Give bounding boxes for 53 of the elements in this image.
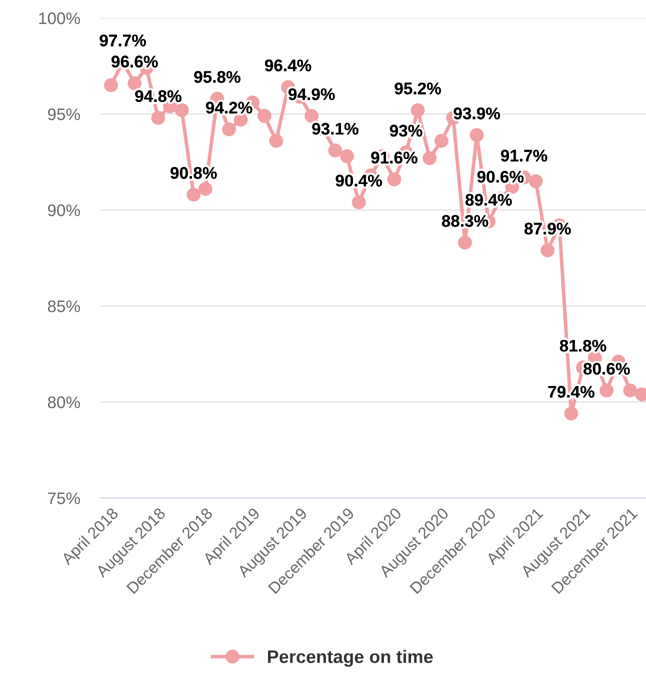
data-label: 96.4% — [264, 60, 312, 72]
point — [198, 182, 212, 196]
data-label: 97.7% — [100, 34, 146, 46]
data-label: 79.4% — [548, 386, 594, 398]
point — [222, 122, 236, 136]
point — [422, 151, 437, 166]
point — [104, 78, 118, 92]
data-label: 90.6% — [477, 170, 524, 183]
data-label: 93% — [390, 124, 422, 137]
point — [174, 103, 189, 118]
point — [623, 384, 638, 398]
point — [387, 172, 402, 186]
data-label: 94.9% — [288, 88, 335, 100]
point — [434, 134, 448, 148]
data-label: 87.9% — [524, 222, 571, 235]
data-label: 81.8% — [560, 340, 606, 352]
point — [186, 188, 201, 202]
data-label: 90.4% — [336, 174, 382, 187]
legend-label: Percentage on time — [268, 650, 433, 667]
point — [257, 108, 272, 123]
data-label: 94.2% — [206, 102, 252, 114]
point — [151, 110, 166, 125]
data-label: 89.4% — [466, 194, 512, 206]
point — [470, 128, 484, 142]
y-tick-label: 100% — [39, 12, 80, 24]
point — [269, 134, 284, 148]
data-label: 94.8% — [135, 90, 182, 102]
data-label: 93.9% — [454, 108, 500, 120]
data-label: 96.6% — [112, 56, 158, 68]
y-tick-label: 85% — [48, 300, 80, 312]
data-label: 95.2% — [394, 82, 441, 94]
data-label: 95.8% — [194, 71, 240, 83]
point — [352, 195, 366, 210]
point — [328, 144, 342, 158]
point — [410, 103, 425, 118]
point — [128, 76, 142, 90]
point — [540, 243, 555, 258]
y-tick-label: 90% — [48, 204, 80, 216]
point — [304, 108, 319, 123]
y-tick-label: 95% — [48, 108, 80, 120]
data-label: 90.8% — [170, 167, 217, 179]
data-label: 80.6% — [584, 362, 630, 375]
y-tick-label: 80% — [48, 396, 80, 408]
point — [528, 174, 543, 188]
point — [600, 384, 614, 398]
data-label: 88.3% — [442, 215, 488, 227]
point — [340, 149, 354, 164]
point — [458, 236, 472, 250]
data-label: 93.1% — [312, 122, 358, 135]
y-tick-label: 75% — [48, 492, 80, 504]
point — [564, 406, 578, 420]
data-label: 91.7% — [500, 150, 548, 162]
data-label: 91.6% — [371, 152, 418, 164]
